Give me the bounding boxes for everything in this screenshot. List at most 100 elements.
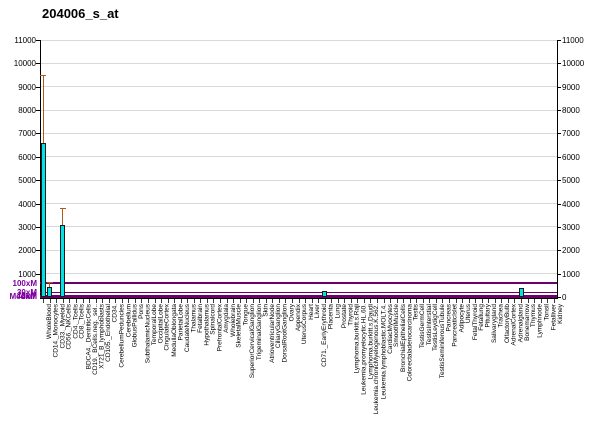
y-axis-label: 10000	[562, 59, 585, 69]
x-axis-tick	[252, 299, 254, 303]
x-axis-tick	[134, 299, 136, 303]
y-axis-tick	[557, 180, 561, 182]
median-line-label: 30xM	[16, 288, 37, 298]
x-axis-tick	[200, 299, 202, 303]
y-axis-label: 1000	[18, 269, 36, 279]
median-line-label: 3xM	[21, 292, 37, 302]
y-axis-tick	[557, 273, 561, 275]
x-axis-tick	[167, 299, 169, 303]
x-axis-tick	[213, 299, 215, 303]
x-axis-tick	[259, 299, 261, 303]
median-line-label: 100xM	[12, 278, 37, 288]
y-axis-label: 8000	[562, 106, 580, 116]
y-axis-label: 6000	[562, 152, 580, 162]
x-axis-tick	[468, 299, 470, 303]
x-axis-tick	[233, 299, 235, 303]
x-axis-tick	[547, 299, 549, 303]
error-bar	[62, 208, 64, 226]
bar	[60, 225, 66, 297]
x-axis-tick	[409, 299, 411, 303]
y-axis-label: 2000	[562, 246, 580, 256]
gridline	[40, 203, 557, 205]
x-axis-tick	[82, 299, 84, 303]
y-axis-label: 3000	[18, 222, 36, 232]
x-axis-tick	[534, 299, 536, 303]
x-axis-tick	[246, 299, 248, 303]
x-axis-tick	[540, 299, 542, 303]
y-axis-tick	[36, 63, 40, 65]
y-axis-label: 11000	[562, 36, 584, 45]
y-axis-tick	[36, 250, 40, 252]
x-axis-tick	[102, 299, 104, 303]
x-axis-tick	[475, 299, 477, 303]
y-axis-tick	[557, 203, 561, 205]
x-axis-tick	[357, 299, 359, 303]
x-axis-tick	[147, 299, 149, 303]
x-axis-tick	[318, 299, 320, 303]
x-axis-tick	[507, 299, 509, 303]
y-axis-label: 0	[562, 293, 567, 302]
y-axis-tick	[557, 40, 561, 41]
y-axis-tick	[557, 156, 561, 158]
x-axis-tick	[521, 299, 522, 303]
y-axis-label: 7000	[18, 129, 36, 139]
y-axis-label: 4000	[562, 199, 580, 209]
x-axis-tick	[265, 299, 267, 303]
gridline	[40, 273, 557, 275]
x-axis-tick	[95, 299, 97, 303]
x-axis-tick	[514, 299, 516, 303]
x-axis-tick	[383, 299, 385, 303]
y-axis-tick	[36, 86, 40, 88]
bar	[322, 290, 328, 297]
x-axis-tick	[141, 299, 143, 303]
x-axis-tick	[363, 299, 365, 303]
x-axis-tick	[49, 299, 51, 303]
y-axis-tick	[36, 180, 40, 182]
y-axis-tick	[36, 273, 40, 275]
x-axis-tick	[161, 299, 163, 303]
x-axis-tick	[344, 299, 346, 303]
x-axis-tick	[187, 299, 189, 303]
x-axis-tick	[121, 299, 123, 303]
y-axis-tick	[557, 133, 561, 135]
gridline	[40, 132, 557, 134]
x-axis-label: Uterus	[465, 304, 473, 324]
x-axis-label: SuperiorCervicalGanglion	[249, 304, 257, 379]
x-axis-tick	[206, 299, 208, 303]
x-axis-tick	[272, 299, 274, 303]
x-axis-tick	[298, 299, 300, 303]
x-axis-tick	[285, 299, 287, 303]
y-axis-line-left	[40, 40, 41, 299]
x-axis-tick	[337, 299, 339, 303]
bar	[47, 287, 53, 297]
y-axis-tick	[557, 226, 561, 228]
error-bar	[42, 75, 44, 143]
y-axis-line-right	[557, 40, 558, 299]
y-axis-tick	[557, 110, 561, 112]
x-axis-tick	[226, 299, 228, 303]
gridline	[40, 249, 557, 251]
x-axis-tick	[442, 299, 444, 303]
x-axis-tick	[219, 299, 221, 303]
x-axis-tick	[75, 299, 77, 303]
x-axis-tick	[331, 299, 333, 303]
x-axis-tick	[553, 299, 555, 303]
y-axis-tick	[557, 86, 561, 88]
x-axis-tick	[449, 299, 451, 303]
error-bar-cap	[59, 208, 66, 210]
x-axis-tick	[350, 299, 352, 303]
x-axis-tick	[89, 299, 91, 303]
x-axis-tick	[488, 299, 490, 303]
error-bar-cap	[46, 281, 53, 283]
x-axis-tick	[278, 299, 280, 303]
y-axis-label: 3000	[562, 222, 580, 232]
y-axis-tick	[557, 250, 561, 252]
x-axis-tick	[174, 299, 176, 303]
error-bar-cap	[40, 75, 47, 77]
y-axis-tick	[557, 297, 561, 298]
x-axis-tick	[128, 299, 130, 303]
y-axis-tick	[36, 156, 40, 158]
x-axis-tick	[396, 299, 398, 303]
x-axis-tick	[180, 299, 182, 303]
